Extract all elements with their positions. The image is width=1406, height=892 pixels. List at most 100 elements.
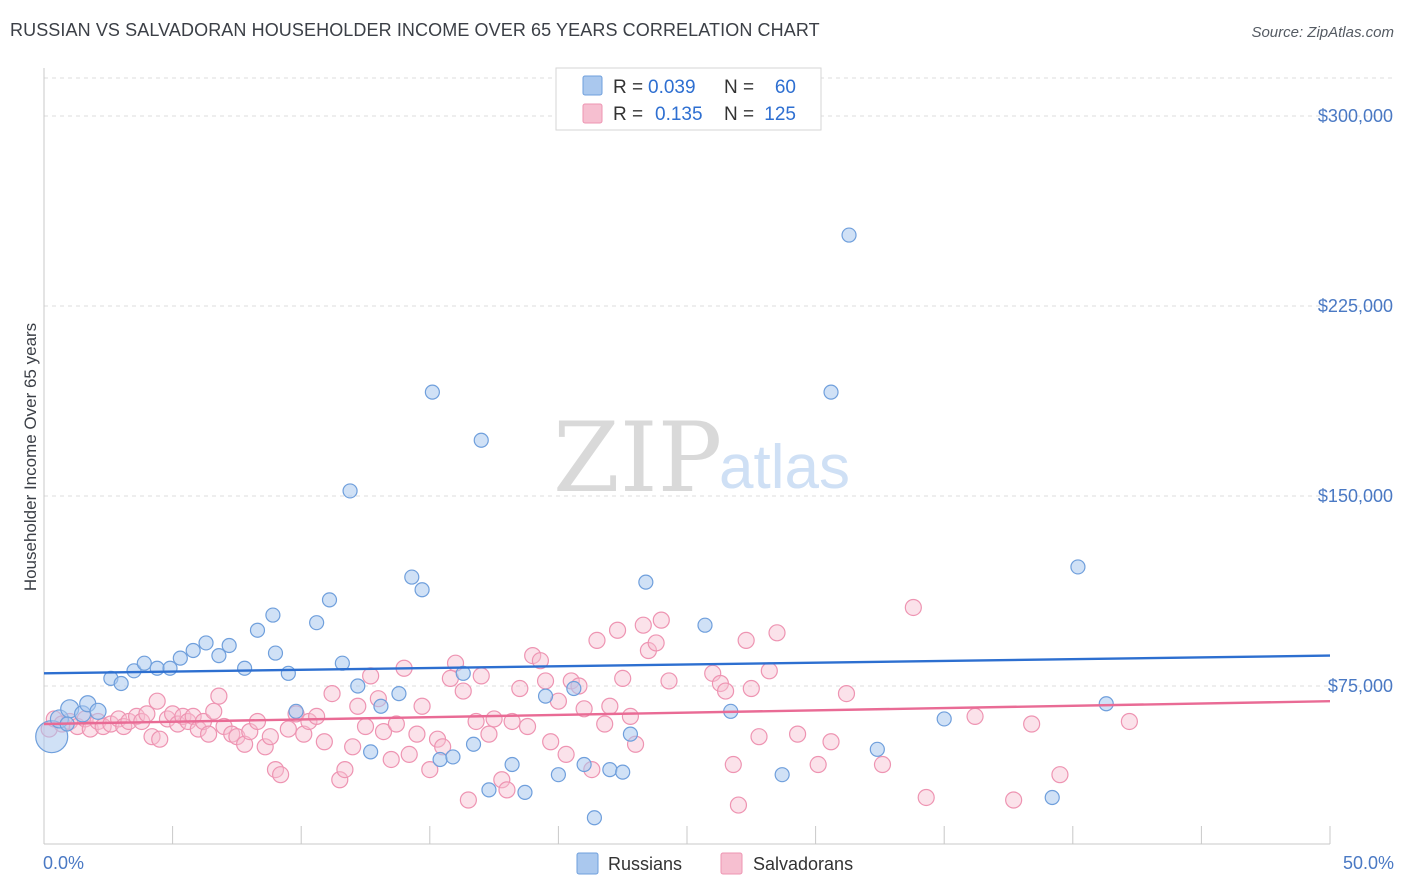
- russians-point: [576, 756, 592, 773]
- legend-r-label-russians: R =: [613, 77, 643, 98]
- salvadorans-point: [608, 621, 627, 639]
- legend-r-value-russians: 0.039: [648, 77, 696, 98]
- legend-n-label-salvadorans: N =: [724, 104, 754, 125]
- salvadorans-point: [356, 717, 375, 736]
- russians-point: [445, 749, 461, 765]
- salvadorans-point: [760, 662, 778, 680]
- russians-point: [89, 702, 107, 720]
- salvadorans-point: [1005, 791, 1023, 809]
- russians-point: [136, 655, 152, 671]
- russians-point: [350, 678, 366, 694]
- watermark-zip: ZIP: [553, 402, 722, 514]
- russians-point: [185, 642, 201, 659]
- y-axis-label: Householder Income Over 65 years: [21, 323, 40, 591]
- y-tick-label: $225,000: [1318, 296, 1393, 316]
- salvadorans-point: [536, 672, 555, 690]
- russians-point: [432, 751, 448, 768]
- russians-point: [473, 432, 489, 448]
- salvadorans-point: [557, 745, 575, 764]
- russians-point: [537, 688, 554, 704]
- russians-point: [265, 607, 281, 623]
- salvadorans-point: [788, 725, 807, 743]
- salvadorans-point: [822, 733, 840, 751]
- salvadorans-point: [601, 697, 619, 715]
- russians-point: [249, 622, 266, 638]
- salvadorans-point: [480, 725, 498, 743]
- russians-point: [321, 592, 338, 608]
- legend-swatch-salvadorans: [582, 103, 603, 124]
- russians-point: [586, 810, 603, 826]
- salvadorans-point: [1120, 712, 1138, 731]
- salvadorans-point: [295, 725, 313, 743]
- russians-point: [869, 741, 885, 757]
- salvadorans-trend-line: [43, 700, 1331, 726]
- salvadorans-point: [634, 616, 652, 634]
- salvadorans-point: [151, 730, 169, 748]
- salvadorans-point: [809, 755, 827, 774]
- salvadorans-point: [454, 682, 472, 700]
- salvadorans-point: [660, 672, 678, 690]
- salvadorans-point: [737, 631, 755, 650]
- russians-point: [373, 698, 389, 714]
- salvadorans-point: [596, 715, 614, 733]
- salvadorans-point: [336, 760, 354, 779]
- legend-r-value-salvadorans: 0.135: [655, 104, 703, 125]
- russians-point: [198, 635, 214, 651]
- russians-point: [172, 650, 188, 666]
- russians-point: [622, 726, 639, 742]
- salvadorans-point: [261, 728, 279, 746]
- salvadorans-point: [421, 760, 439, 779]
- salvadorans-point: [308, 707, 326, 726]
- russians-point: [237, 660, 253, 676]
- bottom-legend-label-salvadorans: Salvadorans: [753, 854, 853, 874]
- series-salvadorans-points: [40, 598, 1138, 814]
- salvadorans-point: [315, 733, 333, 751]
- salvadorans-point: [873, 755, 892, 774]
- salvadorans-point: [742, 679, 760, 698]
- legend-box: R = 0.039 N = 60 R = 0.135 N = 125: [555, 67, 822, 131]
- salvadorans-point: [503, 712, 521, 731]
- bottom-legend-swatch-russians: [576, 852, 599, 875]
- russians-point: [288, 703, 304, 719]
- salvadorans-point: [904, 598, 922, 617]
- salvadorans-point: [459, 791, 477, 809]
- salvadorans-point: [374, 722, 393, 741]
- russians-point: [823, 384, 839, 400]
- axes: [43, 68, 1331, 845]
- salvadorans-point: [256, 738, 274, 756]
- y-tick-labels: $75,000 $150,000 $225,000 $300,000: [1318, 106, 1393, 696]
- russians-point: [638, 574, 654, 590]
- salvadorans-point: [382, 750, 400, 769]
- salvadorans-point: [614, 669, 632, 688]
- russians-point: [309, 615, 325, 631]
- salvadorans-point: [344, 738, 362, 756]
- bottom-legend-label-russians: Russians: [608, 854, 682, 874]
- salvadorans-point: [472, 667, 490, 685]
- salvadorans-point: [1023, 715, 1041, 733]
- salvadorans-point: [493, 771, 511, 789]
- russians-point: [774, 767, 790, 783]
- salvadorans-point: [768, 624, 786, 642]
- salvadorans-point: [837, 684, 856, 703]
- russians-point: [414, 582, 430, 598]
- salvadorans-point: [205, 702, 223, 720]
- russians-point: [404, 569, 420, 585]
- russians-point: [936, 711, 952, 727]
- russians-point: [363, 744, 379, 760]
- russians-point: [517, 784, 533, 801]
- russians-point: [113, 675, 129, 692]
- salvadorans-point: [272, 766, 290, 784]
- salvadorans-point: [575, 700, 593, 718]
- salvadorans-point: [724, 755, 742, 774]
- salvadorans-point: [400, 745, 418, 764]
- salvadorans-point: [588, 631, 606, 650]
- russians-point: [841, 227, 857, 243]
- russians-point: [267, 645, 284, 661]
- salvadorans-point: [917, 788, 935, 807]
- russians-point: [391, 685, 407, 702]
- legend-swatch-russians: [582, 75, 603, 96]
- salvadorans-point: [716, 682, 735, 700]
- russians-point: [455, 665, 471, 681]
- salvadorans-point: [266, 760, 285, 779]
- russians-point: [1070, 559, 1086, 575]
